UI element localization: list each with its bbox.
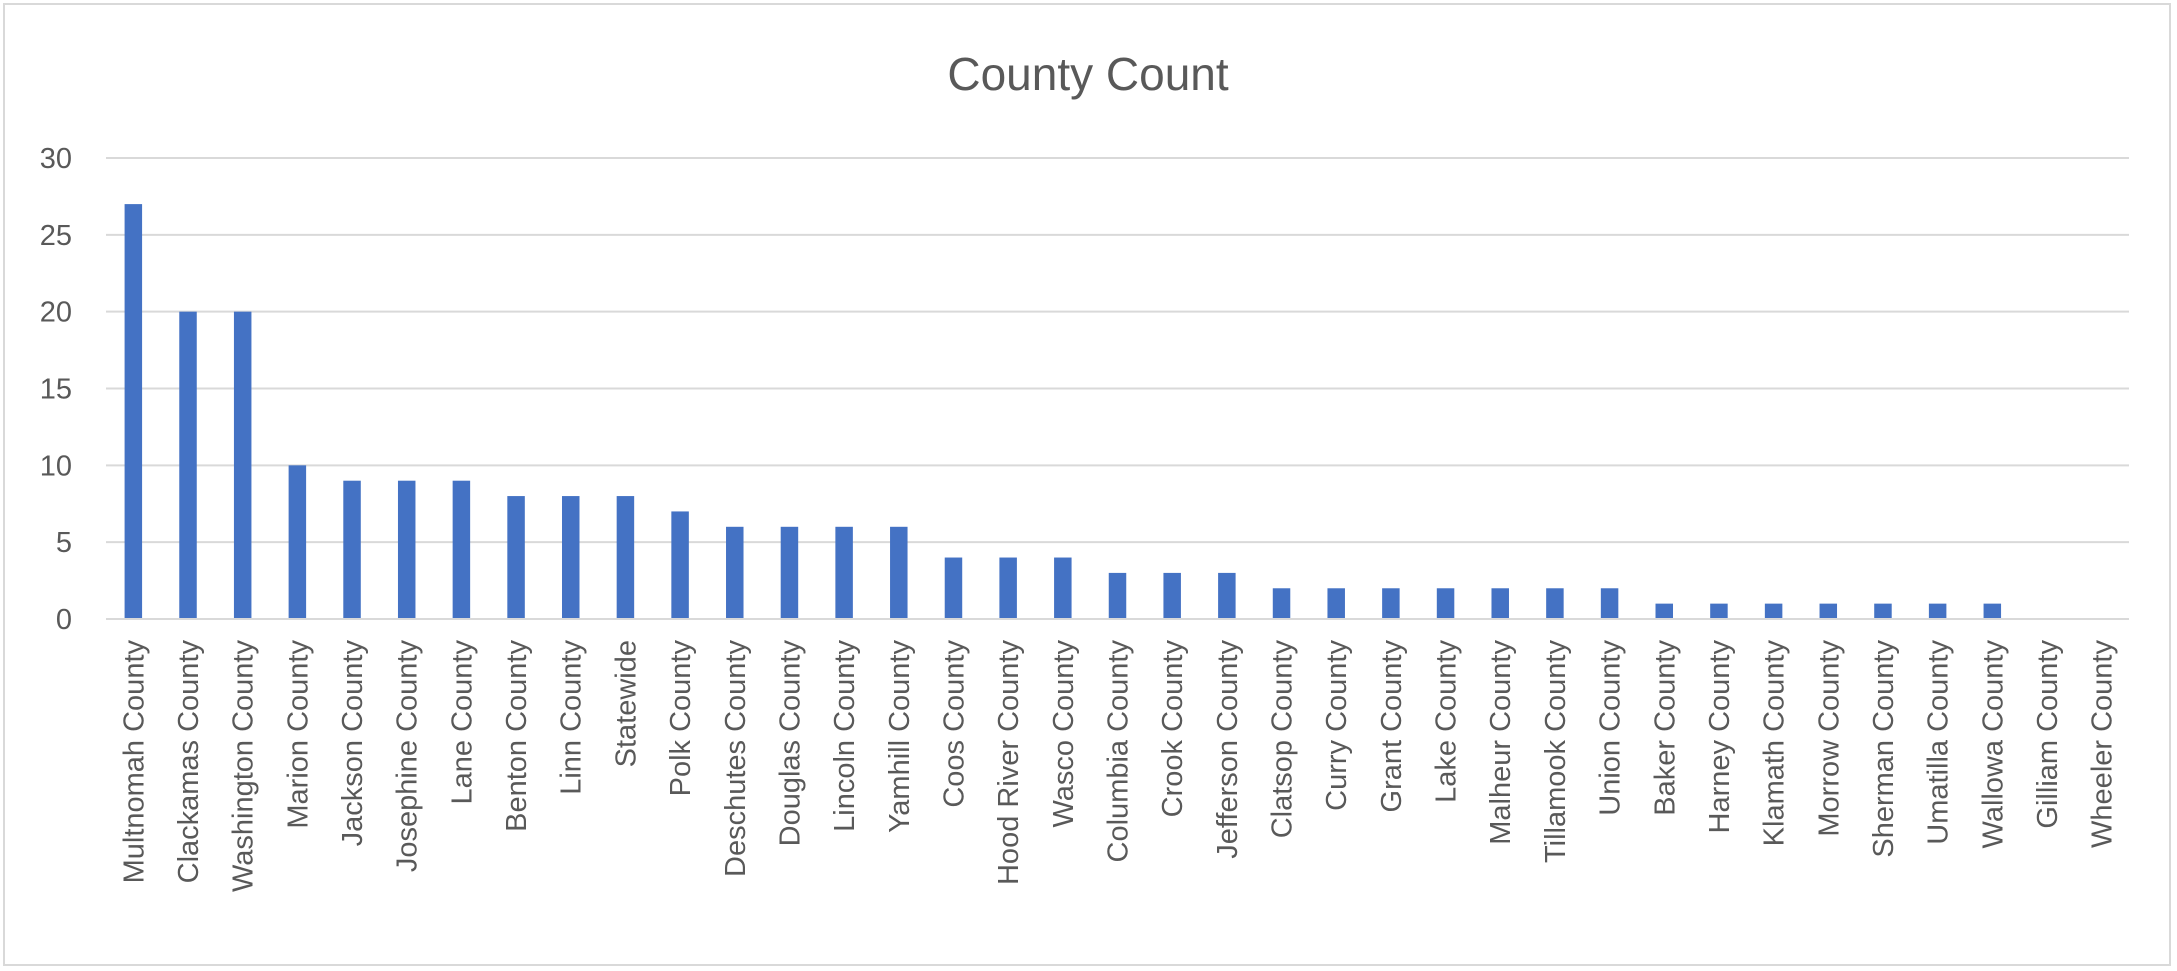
bar <box>671 511 689 619</box>
bar <box>835 526 853 619</box>
x-category-label: Harney County <box>1704 640 1736 834</box>
bar <box>1218 572 1236 619</box>
bar <box>1108 572 1127 619</box>
bar <box>1819 603 1838 619</box>
bar <box>233 311 252 619</box>
x-category-label: Douglas County <box>774 640 806 847</box>
bars <box>124 204 2002 619</box>
bar <box>780 526 799 619</box>
bar <box>1327 588 1345 619</box>
bar <box>726 526 744 619</box>
x-category-label: Tillamook County <box>1540 640 1572 863</box>
x-category-label: Lake County <box>1431 640 1463 803</box>
x-category-label: Polk County <box>665 640 697 797</box>
bar <box>944 557 963 619</box>
bar <box>1436 588 1455 619</box>
x-category-label: Umatilla County <box>1923 640 1955 845</box>
x-category-label: Clatsop County <box>1267 640 1299 839</box>
x-category-label: Jefferson County <box>1212 640 1244 859</box>
y-tick-label: 10 <box>40 450 72 482</box>
y-tick-label: 20 <box>40 297 72 329</box>
bar <box>507 496 525 619</box>
x-category-label: Malheur County <box>1485 640 1517 845</box>
gridlines <box>106 157 2129 544</box>
y-tick-label: 5 <box>56 527 72 559</box>
bar <box>179 311 197 619</box>
x-category-label: Coos County <box>938 640 970 808</box>
bar <box>1054 557 1072 619</box>
bar <box>397 480 416 619</box>
bar <box>1491 588 1509 619</box>
x-category-label: Washington County <box>228 640 260 893</box>
x-category-label: Columbia County <box>1103 640 1135 863</box>
x-category-label: Sherman County <box>1868 640 1900 858</box>
chart-title: County Count <box>947 48 1228 100</box>
bar <box>561 496 580 619</box>
x-category-label: Hood River County <box>993 640 1025 885</box>
chart-area <box>3 3 2171 966</box>
x-category-label: Klamath County <box>1759 640 1791 847</box>
y-tick-label: 25 <box>40 220 72 252</box>
x-category-label: Crook County <box>1157 640 1189 818</box>
bar <box>1272 588 1291 619</box>
x-category-label: Statewide <box>610 640 642 767</box>
x-axis-category-labels: Multnomah County Clackamas County Washingt… <box>118 640 2118 893</box>
y-tick-label: 0 <box>56 604 72 636</box>
bar <box>288 465 307 619</box>
bar <box>343 480 361 619</box>
x-category-label: Yamhill County <box>884 640 916 833</box>
y-tick-label: 30 <box>40 143 72 175</box>
bar <box>124 204 143 619</box>
bar <box>1600 588 1619 619</box>
x-category-label: Linn County <box>556 640 588 795</box>
bar <box>452 480 471 619</box>
bar <box>1546 588 1564 619</box>
bar <box>1874 603 1892 619</box>
bar <box>1655 603 1674 619</box>
bar <box>1764 603 1783 619</box>
bar <box>999 557 1017 619</box>
bar <box>890 526 908 619</box>
x-category-label: Lane County <box>446 640 478 805</box>
x-category-label: Clackamas County <box>173 640 205 884</box>
x-category-label: Marion County <box>282 640 314 829</box>
x-category-label: Jackson County <box>337 640 369 847</box>
x-category-label: Wallowa County <box>1977 640 2009 849</box>
y-axis-tick-labels: 0 5 10 15 20 25 30 <box>40 143 72 636</box>
x-category-label: Multnomah County <box>118 640 150 884</box>
x-category-label: Benton County <box>501 640 533 832</box>
x-category-label: Wasco County <box>1048 640 1080 828</box>
x-category-label: Wheeler County <box>2087 640 2119 848</box>
bar <box>1710 603 1728 619</box>
bar <box>1382 588 1400 619</box>
bar <box>616 496 635 619</box>
x-category-label: Deschutes County <box>720 640 752 877</box>
y-tick-label: 15 <box>40 374 72 406</box>
x-category-label: Josephine County <box>392 640 424 873</box>
bar <box>1983 603 2002 619</box>
bar <box>1163 572 1181 619</box>
x-category-label: Union County <box>1595 640 1627 816</box>
x-category-label: Morrow County <box>1813 640 1845 837</box>
x-category-label: Curry County <box>1321 640 1353 811</box>
x-category-label: Grant County <box>1376 640 1408 813</box>
x-category-label: Gilliam County <box>2032 640 2064 829</box>
x-category-label: Baker County <box>1649 640 1681 816</box>
bar <box>1928 603 1947 619</box>
x-category-label: Lincoln County <box>829 640 861 832</box>
